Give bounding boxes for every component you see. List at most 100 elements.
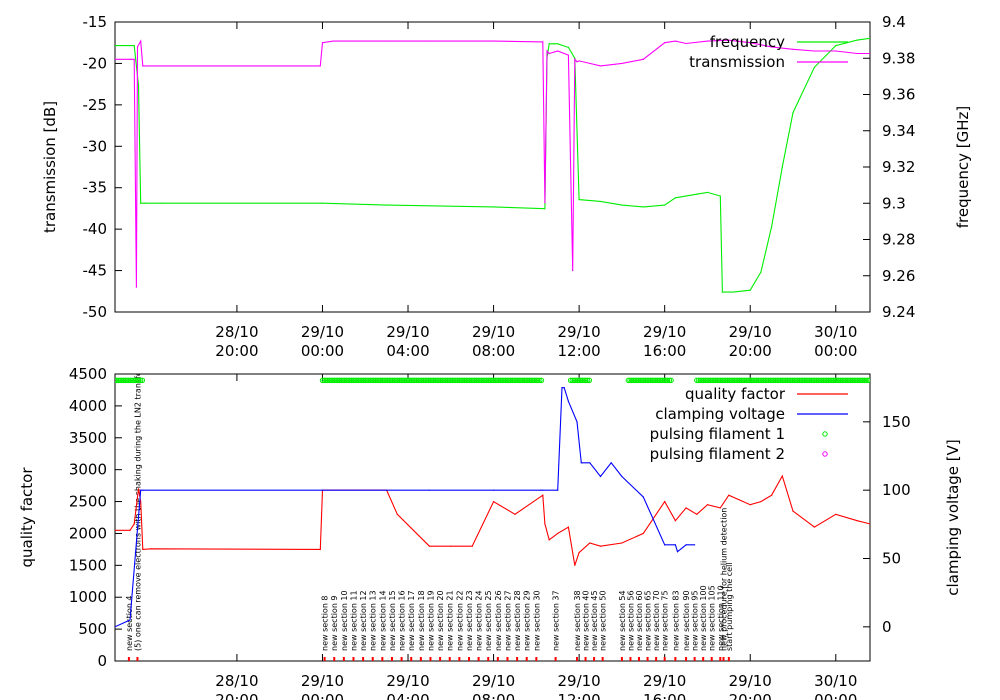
series-pulsing-filament-1-point [328,377,334,384]
series-pulsing-filament-1-point [861,377,868,384]
series-quality-factor-line [115,474,870,566]
series-pulsing-filament-1-point [750,377,756,384]
series-pulsing-filament-1-point [352,377,358,384]
series-pulsing-filament-1-point [757,377,763,384]
y-tick-label: 4000 [69,397,107,415]
series-quality-factor-point [599,545,602,547]
annotation-label: new section 16 [398,590,407,651]
series-transmission-point [140,40,142,42]
annotation-label: new section 9 [330,595,339,651]
y2-tick-label: 9.3 [882,194,906,212]
series-transmission-point [136,46,139,48]
series-frequency-point [719,195,721,197]
series-pulsing-filament-1-point [583,377,589,384]
y-tick-label: 1000 [69,588,107,606]
series-pulsing-filament-1-point [115,377,120,384]
series-pulsing-filament-1-point [463,377,469,384]
series-transmission-point [574,58,576,60]
series-clamping-voltage-point [589,462,591,464]
series-pulsing-filament-1-point [841,377,847,384]
series-pulsing-filament-1-point [535,377,541,384]
series-pulsing-filament-1-point [119,377,125,384]
x-tick-label-time: 00:00 [301,691,344,700]
series-clamping-voltage-point [321,489,324,491]
series-pulsing-filament-1-point [801,377,808,384]
series-quality-factor-point [140,500,142,503]
y2-tick-label: 9.4 [882,13,906,31]
series-pulsing-filament-1-point [410,377,416,384]
y-axis-label: quality factor [18,467,36,568]
y-tick-label: -15 [83,13,108,31]
series-quality-factor-point [869,523,870,525]
annotation-label: new section 100 [699,585,708,651]
series-pulsing-filament-1-point [326,377,333,384]
legend-pulsing-filament-2-swatch [822,451,828,457]
series-transmission-point [546,50,548,52]
series-pulsing-filament-1-point [477,377,483,384]
series-pulsing-filament-1-point [323,377,329,384]
series-pulsing-filament-1-point [656,377,662,384]
series-pulsing-filament-1-point [791,377,797,384]
series-transmission-point [706,40,709,42]
series-pulsing-filament-1-point [697,377,703,384]
series-quality-factor-point [319,548,321,550]
annotation-label: new procedure for helium detection [719,508,728,651]
annotation-label: new section 25 [484,590,493,651]
series-pulsing-filament-1-point [721,377,727,384]
annotation-label: new section 45 [590,590,599,651]
annotation-label: new section 110 [716,585,725,651]
y-tick-label: 2500 [69,493,107,511]
series-pulsing-filament-1-point [784,377,791,384]
series-frequency-point [749,289,751,291]
series-quality-factor-point [133,523,135,525]
series-pulsing-filament-1-point [400,377,406,384]
series-transmission-point [332,40,334,42]
series-pulsing-filament-1-point [478,377,485,384]
annotation-label: new section 75 [661,590,670,651]
series-pulsing-filament-1-point [523,377,529,384]
series-pulsing-filament-1-point [372,377,379,384]
series-pulsing-filament-1-point [659,377,666,384]
series-transmission-point [129,58,131,60]
series-transmission-point [542,41,544,43]
y-tick-label: -45 [83,262,108,280]
series-pulsing-filament-1-point [846,377,852,384]
series-pulsing-filament-1-point [774,377,780,384]
series-pulsing-filament-1-point [853,377,859,384]
series-frequency-point [856,39,858,41]
series-pulsing-filament-1-point [743,377,750,384]
series-pulsing-filament-1-point [451,377,457,384]
series-pulsing-filament-1-point [748,377,755,384]
series-pulsing-filament-1-point [461,377,468,384]
series-pulsing-filament-1-point [753,377,760,384]
series-quality-factor-point [557,532,559,535]
series-frequency-point [674,197,676,199]
x-tick-label-time: 12:00 [558,691,601,700]
series-pulsing-filament-1-point [347,377,353,384]
series-pulsing-filament-1-point [449,377,456,384]
x-tick-label-time: 04:00 [386,342,429,360]
chart-panel-2: 4500400035003000250020001500100050001501… [18,365,962,700]
series-pulsing-filament-1-point [706,377,712,384]
series-pulsing-filament-1-point [139,377,146,384]
series-quality-factor-point [567,526,570,528]
series-pulsing-filament-1-point [333,377,339,384]
series-pulsing-filament-1-point [417,377,423,384]
series-pulsing-filament-1-point [396,377,403,384]
annotation-label: new section 12 [359,590,368,651]
x-tick-label-date: 29/10 [643,323,686,341]
series-pulsing-filament-1-point [694,377,700,384]
series-pulsing-filament-1-point [393,377,399,384]
series-pulsing-filament-1-point [371,377,377,384]
annotation-label: new section 13 [369,590,378,651]
series-quality-factor-point [544,523,546,525]
series-frequency-point [578,199,580,201]
series-frequency-point [544,208,546,210]
y-tick-label: 4500 [69,365,107,383]
series-frequency-point [492,206,495,208]
series-pulsing-filament-1-point [482,377,488,384]
y2-tick-label: 9.26 [882,267,915,285]
series-pulsing-filament-1-point [379,377,386,384]
x-tick-label-date: 29/10 [472,323,515,341]
series-frequency-point [557,43,559,45]
